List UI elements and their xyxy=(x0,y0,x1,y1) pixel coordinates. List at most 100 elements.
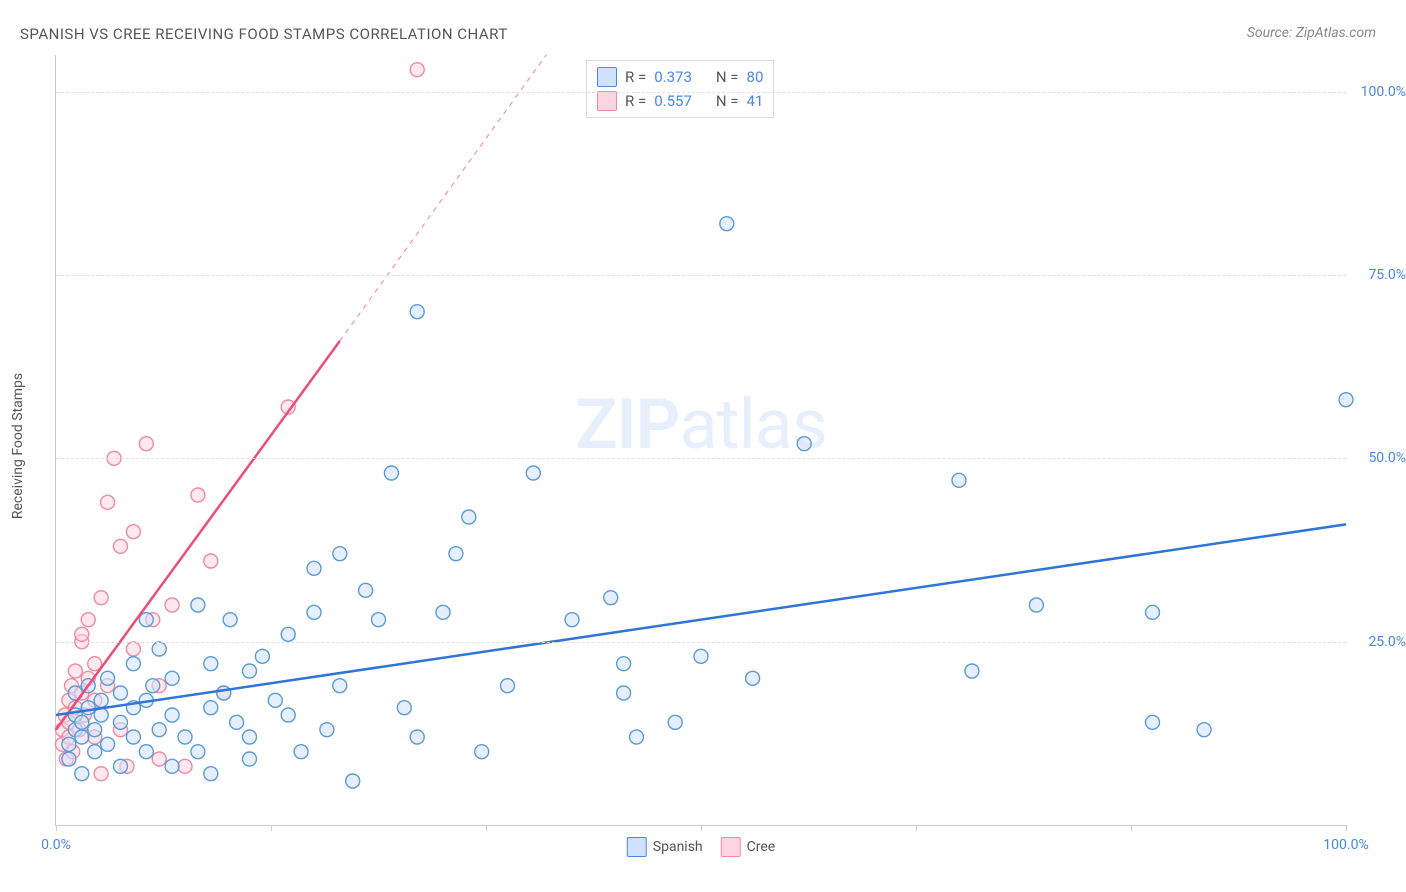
correlation-row-spanish: R = 0.373 N = 80 xyxy=(597,65,763,89)
scatter-point-spanish xyxy=(359,583,373,597)
scatter-point-cree xyxy=(178,759,192,773)
scatter-point-spanish xyxy=(797,437,811,451)
scatter-point-spanish xyxy=(94,693,108,707)
scatter-point-cree xyxy=(126,642,140,656)
scatter-point-cree xyxy=(94,767,108,781)
gridline xyxy=(56,642,1346,643)
scatter-point-spanish xyxy=(1146,605,1160,619)
scatter-point-spanish xyxy=(462,510,476,524)
series-legend: Spanish Cree xyxy=(627,837,775,857)
scatter-point-spanish xyxy=(204,701,218,715)
n-label: N = xyxy=(716,92,739,110)
scatter-point-spanish xyxy=(307,605,321,619)
scatter-point-spanish xyxy=(565,613,579,627)
scatter-point-spanish xyxy=(333,547,347,561)
y-axis-label: Receiving Food Stamps xyxy=(10,373,26,519)
xtick-mark xyxy=(701,825,702,831)
scatter-point-spanish xyxy=(410,730,424,744)
scatter-point-spanish xyxy=(410,305,424,319)
scatter-point-spanish xyxy=(952,473,966,487)
scatter-point-spanish xyxy=(333,679,347,693)
r-label: R = xyxy=(625,68,646,86)
scatter-point-spanish xyxy=(88,745,102,759)
n-value: 80 xyxy=(747,68,764,86)
scatter-point-spanish xyxy=(217,686,231,700)
scatter-point-spanish xyxy=(268,693,282,707)
scatter-point-spanish xyxy=(617,686,631,700)
scatter-point-spanish xyxy=(1146,715,1160,729)
r-value: 0.373 xyxy=(654,68,692,86)
scatter-point-spanish xyxy=(526,466,540,480)
scatter-point-cree xyxy=(152,752,166,766)
scatter-point-spanish xyxy=(75,730,89,744)
scatter-point-spanish xyxy=(243,752,257,766)
xtick-mark xyxy=(916,825,917,831)
scatter-point-spanish xyxy=(139,745,153,759)
scatter-point-spanish xyxy=(449,547,463,561)
scatter-point-spanish xyxy=(372,613,386,627)
scatter-point-cree xyxy=(191,488,205,502)
swatch-blue-icon xyxy=(597,67,617,87)
chart-title: SPANISH VS CREE RECEIVING FOOD STAMPS CO… xyxy=(20,25,508,43)
scatter-point-spanish xyxy=(1197,723,1211,737)
chart-container: SPANISH VS CREE RECEIVING FOOD STAMPS CO… xyxy=(0,0,1406,892)
ytick-label: 100.0% xyxy=(1351,84,1406,100)
r-value: 0.557 xyxy=(654,92,692,110)
scatter-point-spanish xyxy=(436,605,450,619)
swatch-blue-icon xyxy=(627,837,647,857)
legend-label-cree: Cree xyxy=(747,839,776,855)
scatter-point-spanish xyxy=(243,730,257,744)
scatter-point-spanish xyxy=(746,671,760,685)
scatter-point-spanish xyxy=(294,745,308,759)
scatter-point-spanish xyxy=(126,730,140,744)
scatter-point-spanish xyxy=(178,730,192,744)
source-attribution: Source: ZipAtlas.com xyxy=(1247,25,1376,41)
scatter-point-cree xyxy=(114,539,128,553)
scatter-point-spanish xyxy=(62,752,76,766)
scatter-point-spanish xyxy=(146,679,160,693)
xtick-label-min: 0.0% xyxy=(41,837,71,853)
ytick-label: 50.0% xyxy=(1351,450,1406,466)
n-value: 41 xyxy=(747,92,764,110)
scatter-point-spanish xyxy=(101,671,115,685)
xtick-mark xyxy=(1346,825,1347,831)
gridline xyxy=(56,458,1346,459)
xtick-label-max: 100.0% xyxy=(1323,837,1368,853)
scatter-point-cree xyxy=(410,63,424,77)
scatter-point-spanish xyxy=(243,664,257,678)
scatter-point-cree xyxy=(101,495,115,509)
scatter-point-spanish xyxy=(255,649,269,663)
gridline xyxy=(56,92,1346,93)
trend-line-cree xyxy=(56,341,340,730)
scatter-point-cree xyxy=(165,598,179,612)
scatter-point-spanish xyxy=(126,657,140,671)
scatter-point-spanish xyxy=(320,723,334,737)
scatter-point-cree xyxy=(94,591,108,605)
scatter-point-spanish xyxy=(165,759,179,773)
chart-svg xyxy=(56,55,1346,825)
gridline xyxy=(56,275,1346,276)
legend-label-spanish: Spanish xyxy=(653,839,703,855)
scatter-point-spanish xyxy=(152,642,166,656)
scatter-point-cree xyxy=(75,627,89,641)
scatter-point-spanish xyxy=(230,715,244,729)
scatter-point-spanish xyxy=(384,466,398,480)
scatter-point-spanish xyxy=(617,657,631,671)
scatter-point-spanish xyxy=(281,627,295,641)
xtick-mark xyxy=(486,825,487,831)
scatter-point-spanish xyxy=(965,664,979,678)
correlation-legend: R = 0.373 N = 80 R = 0.557 N = 41 xyxy=(586,60,774,118)
xtick-mark xyxy=(56,825,57,831)
scatter-point-spanish xyxy=(191,598,205,612)
xtick-mark xyxy=(1131,825,1132,831)
scatter-point-spanish xyxy=(88,723,102,737)
scatter-point-spanish xyxy=(604,591,618,605)
scatter-point-cree xyxy=(204,554,218,568)
scatter-point-spanish xyxy=(475,745,489,759)
scatter-point-spanish xyxy=(346,774,360,788)
scatter-point-spanish xyxy=(165,671,179,685)
scatter-point-spanish xyxy=(75,715,89,729)
scatter-point-spanish xyxy=(630,730,644,744)
scatter-point-spanish xyxy=(307,561,321,575)
legend-item-spanish: Spanish xyxy=(627,837,703,857)
